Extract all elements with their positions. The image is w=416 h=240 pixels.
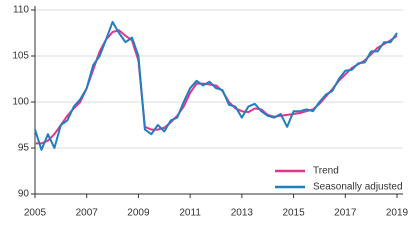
y-tick-label: 95 (18, 143, 30, 154)
x-tick-label: 2019 (386, 208, 409, 219)
chart: 90 95 100 105 110 2005 2007 2009 2011 2013 2015 201… (12, 5, 409, 219)
x-tick-label: 2017 (334, 208, 357, 219)
x-tick-label: 2015 (282, 208, 305, 219)
y-tick-label: 90 (18, 189, 30, 200)
y-tick-label: 105 (12, 51, 29, 62)
series-line (34, 20, 398, 151)
legend-label: Trend (313, 166, 339, 177)
x-tick-label: 2013 (231, 208, 254, 219)
x-tick-label: 2005 (24, 208, 47, 219)
legend-label: Seasonally adjusted (313, 182, 403, 193)
y-tick-label: 100 (12, 97, 29, 108)
x-tick-label: 2011 (179, 208, 201, 219)
x-tick-label: 2009 (127, 208, 150, 219)
y-tick-label: 110 (13, 5, 29, 16)
x-tick-label: 2007 (76, 208, 99, 219)
